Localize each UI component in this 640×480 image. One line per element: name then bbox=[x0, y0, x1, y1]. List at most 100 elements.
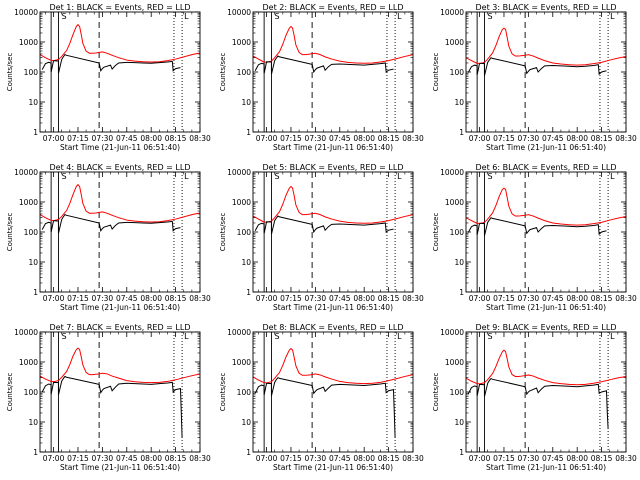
chart-panel-3: Det 3: BLACK = Events, RED = LLD 1 10 100 10… bbox=[432, 3, 637, 152]
chart-panel-8: Det 8: BLACK = Events, RED = LLD 1 10 100 10… bbox=[219, 323, 424, 472]
series-line-red bbox=[253, 185, 413, 224]
x-axis-label: Start Time (21-Jun-11 06:51:40) bbox=[273, 463, 393, 472]
y-tick-label: 10000 bbox=[440, 328, 464, 337]
series-line-black bbox=[41, 213, 181, 234]
x-tick-label: 08:15 bbox=[591, 294, 613, 303]
y-tick-label: 1000 bbox=[19, 198, 38, 207]
flag-label: S bbox=[487, 12, 492, 21]
chart-panel-5: Det 5: BLACK = Events, RED = LLD 1 10 100 10… bbox=[219, 163, 424, 312]
chart-title: Det 7: BLACK = Events, RED = LLD bbox=[50, 323, 191, 332]
x-tick-label: 07:30 bbox=[92, 454, 114, 463]
y-tick-label: 1000 bbox=[445, 38, 464, 47]
y-tick-label: 10000 bbox=[227, 328, 251, 337]
x-tick-label: 07:15 bbox=[493, 454, 515, 463]
x-tick-label: 07:30 bbox=[92, 134, 114, 143]
series-group bbox=[466, 187, 626, 236]
chart-title: Det 8: BLACK = Events, RED = LLD bbox=[263, 323, 404, 332]
x-axis-label: Start Time (21-Jun-11 06:51:40) bbox=[486, 303, 606, 312]
y-tick-label: 10 bbox=[454, 258, 464, 267]
x-tick-label: 07:15 bbox=[67, 294, 89, 303]
x-tick-label: 07:15 bbox=[280, 294, 302, 303]
flag-label: S bbox=[274, 172, 279, 181]
chart-panel-7: Det 7: BLACK = Events, RED = LLD 1 10 100 10… bbox=[6, 323, 211, 472]
x-tick-label: 08:15 bbox=[591, 454, 613, 463]
y-tick-label: 10 bbox=[28, 258, 38, 267]
x-tick-label: 07:00 bbox=[43, 134, 65, 143]
chart-title: Det 2: BLACK = Events, RED = LLD bbox=[263, 3, 404, 12]
y-tick-label: 10 bbox=[28, 98, 38, 107]
y-tick-label: 10 bbox=[241, 418, 251, 427]
x-tick-label: 07:45 bbox=[542, 134, 564, 143]
y-tick-label: 1 bbox=[459, 448, 464, 457]
x-tick-label: 08:00 bbox=[566, 294, 588, 303]
x-tick-label: 07:00 bbox=[469, 134, 491, 143]
x-tick-label: 07:30 bbox=[92, 294, 114, 303]
y-tick-label: 10 bbox=[241, 98, 251, 107]
x-tick-label: 07:00 bbox=[256, 454, 278, 463]
chart-title: Det 3: BLACK = Events, RED = LLD bbox=[476, 3, 617, 12]
x-tick-label: 08:00 bbox=[353, 134, 375, 143]
y-axis-label: Counts/sec bbox=[6, 53, 14, 92]
corner-label: L bbox=[184, 332, 189, 341]
chart-title: Det 1: BLACK = Events, RED = LLD bbox=[50, 3, 191, 12]
x-tick-label: 07:15 bbox=[67, 134, 89, 143]
chart-panel-4: Det 4: BLACK = Events, RED = LLD 1 10 100 10… bbox=[6, 163, 211, 312]
plot-frame bbox=[39, 11, 201, 133]
series-line-red bbox=[466, 349, 626, 386]
y-tick-label: 1000 bbox=[19, 358, 38, 367]
y-tick-label: 1 bbox=[33, 448, 38, 457]
x-tick-label: 08:00 bbox=[566, 134, 588, 143]
x-tick-label: 07:45 bbox=[329, 294, 351, 303]
plot-frame bbox=[252, 171, 414, 293]
series-group bbox=[466, 349, 626, 429]
x-tick-label: 07:00 bbox=[43, 294, 65, 303]
chart-title: Det 6: BLACK = Events, RED = LLD bbox=[476, 163, 617, 172]
y-tick-label: 10000 bbox=[14, 8, 38, 17]
y-axis-label: Counts/sec bbox=[432, 213, 440, 252]
x-tick-label: 08:00 bbox=[353, 294, 375, 303]
corner-label: L bbox=[610, 172, 615, 181]
x-tick-label: 08:15 bbox=[378, 134, 400, 143]
x-tick-label: 07:30 bbox=[518, 134, 540, 143]
plot-frame bbox=[465, 11, 627, 133]
flag-label: S bbox=[487, 172, 492, 181]
chart-panel-2: Det 2: BLACK = Events, RED = LLD 1 10 100 10… bbox=[219, 3, 424, 152]
chart-title: Det 4: BLACK = Events, RED = LLD bbox=[50, 163, 191, 172]
series-group bbox=[253, 25, 413, 75]
x-tick-label: 08:30 bbox=[189, 454, 211, 463]
corner-label: L bbox=[610, 332, 615, 341]
y-tick-label: 1 bbox=[33, 288, 38, 297]
flag-label: S bbox=[274, 332, 279, 341]
x-tick-label: 08:00 bbox=[140, 454, 162, 463]
flag-label: S bbox=[274, 12, 279, 21]
chart-title: Det 9: BLACK = Events, RED = LLD bbox=[476, 323, 617, 332]
y-tick-label: 100 bbox=[237, 228, 252, 237]
series-line-red bbox=[40, 347, 200, 384]
y-axis-label: Counts/sec bbox=[219, 53, 227, 92]
x-tick-label: 07:45 bbox=[329, 134, 351, 143]
x-tick-label: 08:15 bbox=[378, 454, 400, 463]
y-tick-label: 10000 bbox=[227, 168, 251, 177]
y-axis-label: Counts/sec bbox=[6, 373, 14, 412]
flag-label: S bbox=[61, 172, 66, 181]
x-tick-label: 07:30 bbox=[518, 454, 540, 463]
chart-panel-6: Det 6: BLACK = Events, RED = LLD 1 10 100 10… bbox=[432, 163, 637, 312]
corner-label: L bbox=[397, 332, 402, 341]
y-tick-label: 100 bbox=[450, 388, 465, 397]
x-tick-label: 07:45 bbox=[116, 294, 138, 303]
x-tick-label: 07:15 bbox=[280, 454, 302, 463]
series-line-black bbox=[41, 53, 181, 74]
corner-label: L bbox=[397, 12, 402, 21]
x-tick-label: 07:30 bbox=[305, 454, 327, 463]
series-line-red bbox=[40, 23, 200, 63]
x-tick-label: 07:30 bbox=[518, 294, 540, 303]
y-tick-label: 1 bbox=[246, 448, 251, 457]
x-tick-label: 08:30 bbox=[402, 134, 424, 143]
x-tick-label: 07:15 bbox=[493, 134, 515, 143]
series-line-black bbox=[254, 377, 396, 438]
x-axis-label: Start Time (21-Jun-11 06:51:40) bbox=[60, 463, 180, 472]
x-tick-label: 07:30 bbox=[305, 294, 327, 303]
x-tick-label: 07:45 bbox=[329, 454, 351, 463]
y-tick-label: 100 bbox=[450, 68, 465, 77]
x-tick-label: 08:30 bbox=[402, 454, 424, 463]
